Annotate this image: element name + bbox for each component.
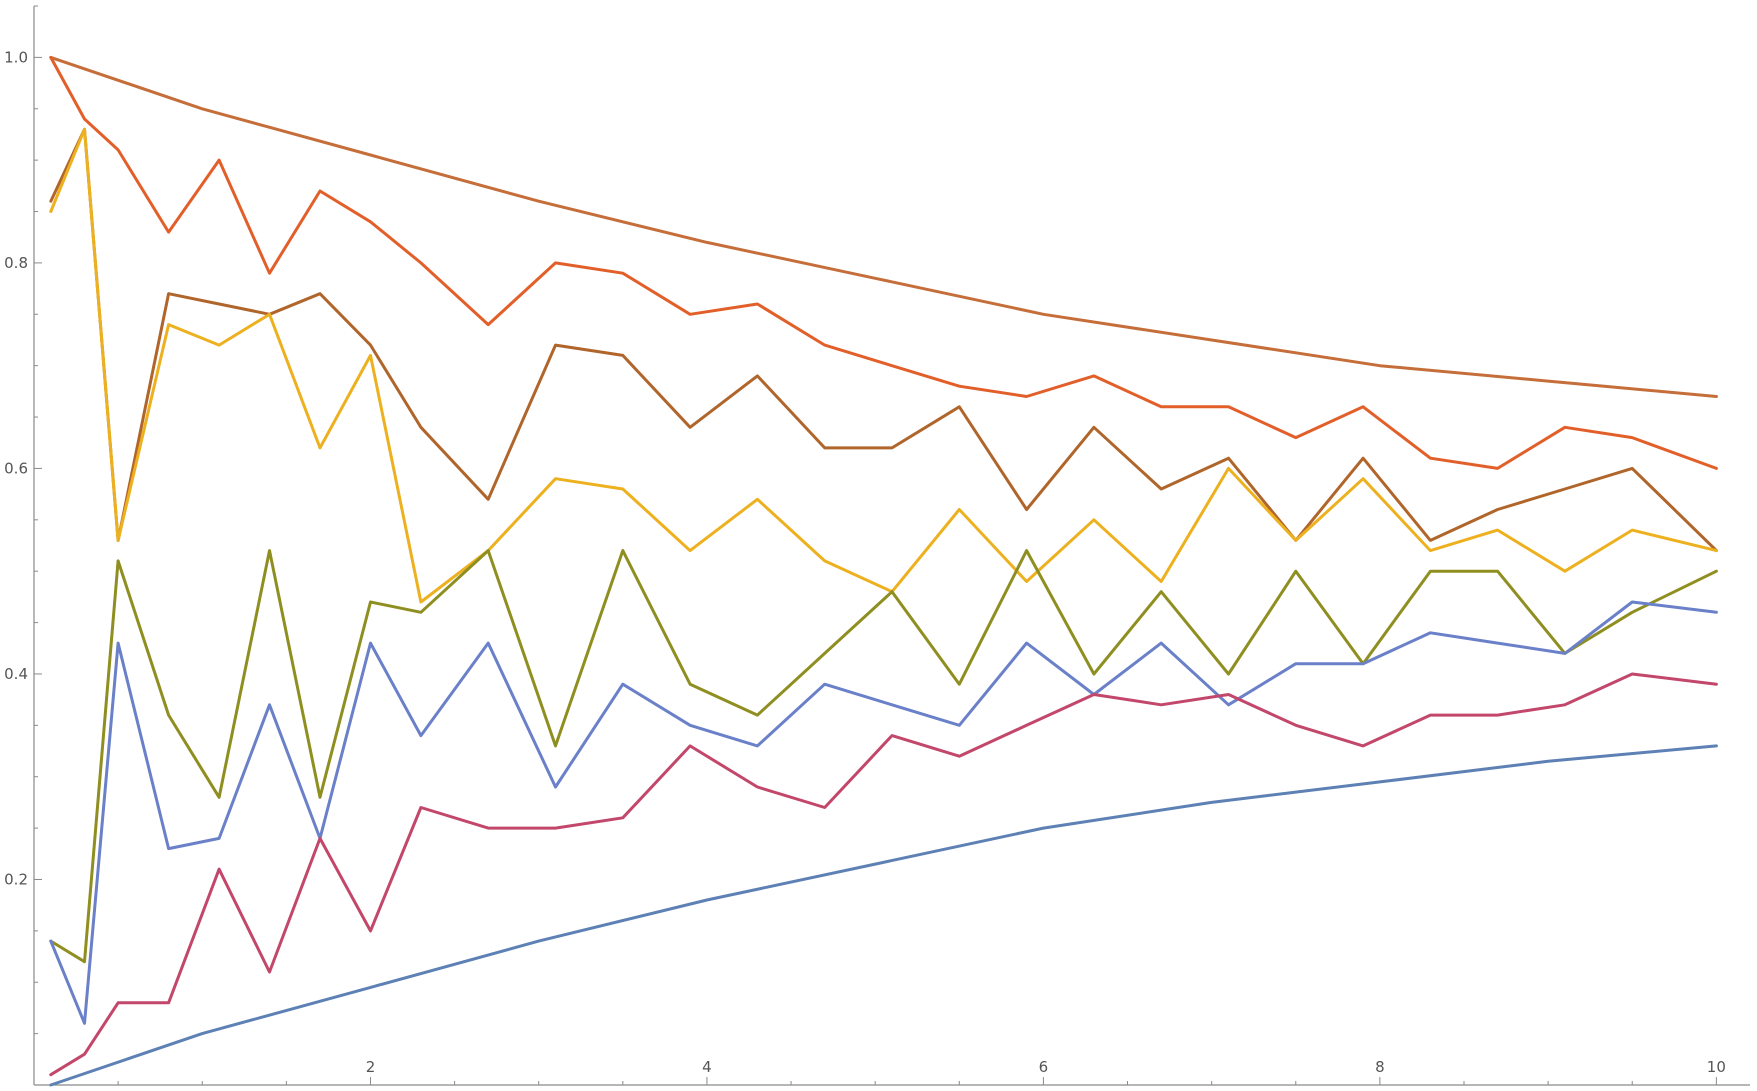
y-tick-label: 0.4 bbox=[4, 665, 28, 683]
x-tick-label: 8 bbox=[1375, 1058, 1385, 1076]
x-tick-label: 4 bbox=[702, 1058, 712, 1076]
series-line-4 bbox=[49, 127, 1718, 553]
series-line-2 bbox=[49, 55, 1718, 398]
y-tick-label: 0.2 bbox=[4, 870, 28, 888]
y-tick-label: 0.8 bbox=[4, 254, 28, 272]
series-line-3 bbox=[49, 55, 1718, 470]
x-tick-label: 10 bbox=[1707, 1058, 1726, 1076]
axes bbox=[33, 6, 1750, 1086]
ticks: 2 4 6 8 10 0.2 0.4 0.6 0.8 1.0 bbox=[4, 5, 1726, 1085]
series-line-1 bbox=[49, 744, 1718, 1087]
y-tick-label: 1.0 bbox=[4, 48, 28, 66]
series-line-5 bbox=[49, 127, 1718, 604]
x-tick-label: 6 bbox=[1039, 1058, 1049, 1076]
series-lines bbox=[49, 55, 1718, 1087]
series-line-8 bbox=[49, 672, 1718, 1077]
x-tick-label: 2 bbox=[366, 1058, 376, 1076]
series-line-7 bbox=[49, 600, 1718, 1025]
series-line-6 bbox=[49, 549, 1718, 964]
y-tick-label: 0.6 bbox=[4, 459, 28, 477]
